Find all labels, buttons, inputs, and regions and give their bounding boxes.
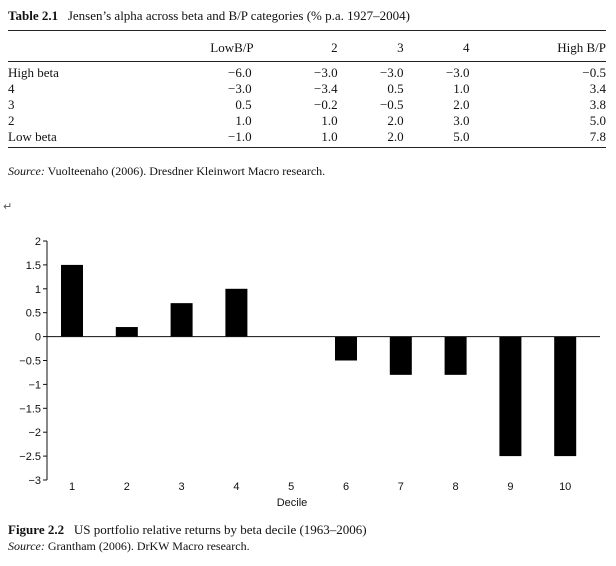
table-cell: 2.0 — [387, 129, 404, 144]
y-tick-label: 0.5 — [26, 308, 41, 320]
row-label: Low beta — [8, 129, 57, 144]
table-row: 4 −3.0 −3.4 0.5 1.0 3.4 — [8, 81, 606, 97]
x-axis-ticks: 1 2 3 4 5 6 7 8 9 10 — [69, 481, 571, 493]
y-tick-label: −3 — [28, 475, 41, 487]
x-tick-label: 9 — [507, 481, 513, 493]
x-tick-label: 4 — [233, 481, 239, 493]
bar-decile-7 — [389, 336, 412, 375]
table-header-row: LowB/P 2 3 4 High B/P — [8, 30, 606, 62]
x-tick-label: 2 — [124, 481, 130, 493]
figure-number: Figure 2.2 — [8, 522, 65, 537]
table-source-label: Source: — [8, 164, 45, 178]
table-source: Source: Vuolteenaho (2006). Dresdner Kle… — [8, 164, 325, 179]
table-cell: 1.0 — [453, 81, 470, 96]
paragraph-return-icon: ↵ — [3, 200, 13, 213]
figure-source-text: Grantham (2006). DrKW Macro research. — [44, 539, 250, 553]
bar-decile-6 — [335, 336, 357, 361]
table-cell: 3.4 — [589, 81, 606, 96]
bar-decile-1 — [61, 264, 83, 337]
x-tick-label: 3 — [179, 481, 185, 493]
table-cell: 0.5 — [387, 81, 404, 96]
chart-bars — [61, 264, 577, 457]
table-cell: −3.0 — [445, 65, 470, 80]
table-title: Jensen’s alpha across beta and B/P categ… — [67, 8, 410, 23]
header-cell: LowB/P — [100, 30, 272, 62]
row-label: 4 — [8, 81, 15, 96]
x-tick-label: 10 — [559, 481, 571, 493]
x-axis-label: Decile — [277, 497, 308, 509]
table-source-text: Vuolteenaho (2006). Dresdner Kleinwort M… — [44, 164, 326, 178]
table-cell: −3.4 — [313, 81, 338, 96]
table-cell: −3.0 — [379, 65, 404, 80]
beta-decile-bar-chart: 21.510.50−0.5−1−1.5−2−2.5−3 1 2 3 4 5 6 7 8 9 10 … — [19, 236, 600, 509]
header-cell: High B/P — [469, 30, 606, 62]
table-cell: 0.5 — [235, 97, 252, 112]
bar-decile-4 — [225, 288, 248, 337]
table-cell: −0.5 — [582, 65, 606, 80]
row-label: High beta — [8, 65, 59, 80]
table-number: Table 2.1 — [8, 8, 59, 23]
table-cell: −3.0 — [313, 65, 338, 80]
table-cell: 5.0 — [453, 129, 470, 144]
table-cell: 1.0 — [321, 129, 338, 144]
figure-caption: Figure 2.2 US portfolio relative returns… — [8, 522, 367, 538]
figure-source: Source: Grantham (2006). DrKW Macro rese… — [8, 539, 250, 554]
y-axis-ticks: 2 1.5 1 0.5 0 −0.5 −1 −1.5 −2 −2.5 −3 — [19, 236, 47, 487]
y-tick-label: −0.5 — [19, 356, 41, 368]
table-cell: −0.2 — [313, 97, 338, 112]
x-tick-label: 1 — [69, 481, 75, 493]
y-tick-label: 1.5 — [26, 260, 41, 272]
table-cell: 3.0 — [453, 113, 470, 128]
bar-decile-3 — [170, 303, 193, 337]
x-tick-label: 6 — [343, 481, 349, 493]
figure-title: US portfolio relative returns by beta de… — [73, 522, 367, 537]
bar-decile-9 — [499, 336, 522, 457]
jensen-alpha-table: LowB/P 2 3 4 High B/P High beta −6.0 −3.… — [8, 30, 606, 148]
header-cell: 3 — [337, 30, 404, 62]
table-cell: 2.0 — [387, 113, 404, 128]
bar-decile-2 — [115, 327, 138, 337]
table-cell: 3.8 — [589, 97, 606, 112]
header-cell: 4 — [403, 30, 470, 62]
x-tick-label: 5 — [288, 481, 294, 493]
table-caption: Table 2.1 Jensen’s alpha across beta and… — [8, 8, 410, 24]
table-cell: −0.5 — [379, 97, 404, 112]
table-cell: 1.0 — [235, 113, 252, 128]
y-tick-label: −2 — [28, 427, 41, 439]
table-row: Low beta −1.0 1.0 2.0 5.0 7.8 — [8, 129, 606, 148]
table-cell: −6.0 — [228, 65, 252, 80]
bar-decile-8 — [444, 336, 467, 375]
figure-source-label: Source: — [8, 539, 45, 553]
row-label: 2 — [8, 113, 15, 128]
y-tick-label: 0 — [35, 332, 41, 344]
y-tick-label: −1.5 — [19, 403, 41, 415]
y-tick-label: 1 — [35, 284, 41, 296]
x-tick-label: 8 — [453, 481, 459, 493]
header-cell: 2 — [271, 30, 338, 62]
table-cell: −1.0 — [228, 129, 252, 144]
table-cell: 7.8 — [589, 129, 606, 144]
table-cell: 1.0 — [321, 113, 338, 128]
table-row: 2 1.0 1.0 2.0 3.0 5.0 — [8, 113, 606, 129]
row-label: 3 — [8, 97, 15, 112]
y-tick-label: −2.5 — [19, 451, 41, 463]
y-tick-label: −1 — [28, 379, 41, 391]
y-tick-label: 2 — [35, 236, 41, 248]
table-cell: 2.0 — [453, 97, 470, 112]
table-row: 3 0.5 −0.2 −0.5 2.0 3.8 — [8, 97, 606, 113]
header-cell — [8, 30, 100, 62]
bar-decile-10 — [554, 336, 577, 457]
x-tick-label: 7 — [398, 481, 404, 493]
table-cell: 5.0 — [589, 113, 606, 128]
table-cell: −3.0 — [228, 81, 252, 96]
table-row: High beta −6.0 −3.0 −3.0 −3.0 −0.5 — [8, 62, 606, 82]
